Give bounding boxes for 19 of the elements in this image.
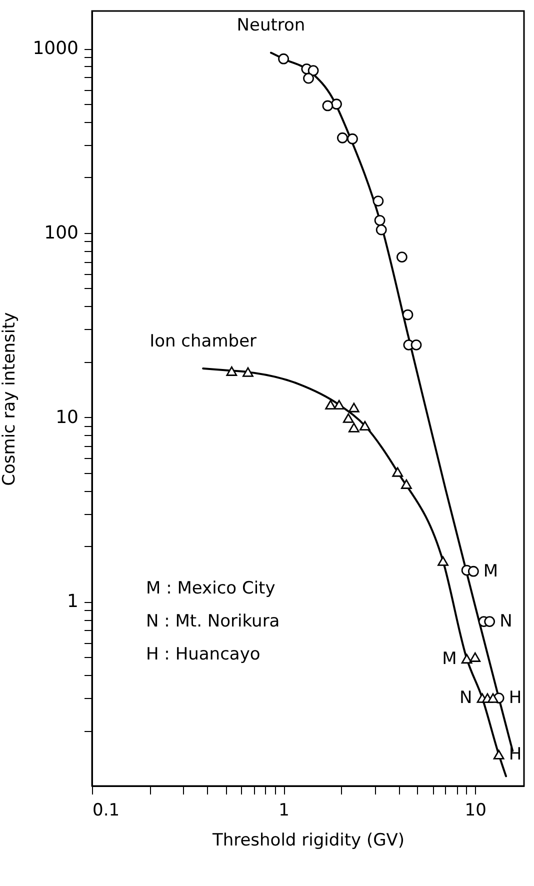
y-tick-label: 100	[44, 222, 78, 244]
annotation: M	[442, 648, 457, 669]
annotation: M	[483, 561, 498, 582]
series-label: Neutron	[236, 16, 306, 36]
y-tick-label: 1000	[32, 38, 78, 60]
x-tick-label: 1	[278, 800, 290, 820]
x-tick-label: 0.1	[92, 800, 120, 820]
x-axis-title: Threshold rigidity (GV)	[211, 830, 405, 850]
annotation: M : Mexico City	[146, 578, 276, 598]
annotation: H	[508, 688, 522, 708]
y-tick-label: 1	[67, 591, 78, 612]
series-label: Ion chamber	[150, 331, 257, 352]
annotation: N	[460, 688, 472, 708]
annotation: N	[500, 612, 512, 632]
annotation: N : Mt. Norikura	[146, 611, 280, 632]
annotation: H : Huancayo	[146, 644, 260, 664]
x-tick-label: 10	[464, 800, 486, 820]
y-axis-title: Cosmic ray intensity	[0, 312, 20, 486]
y-tick-label: 10	[56, 406, 78, 428]
